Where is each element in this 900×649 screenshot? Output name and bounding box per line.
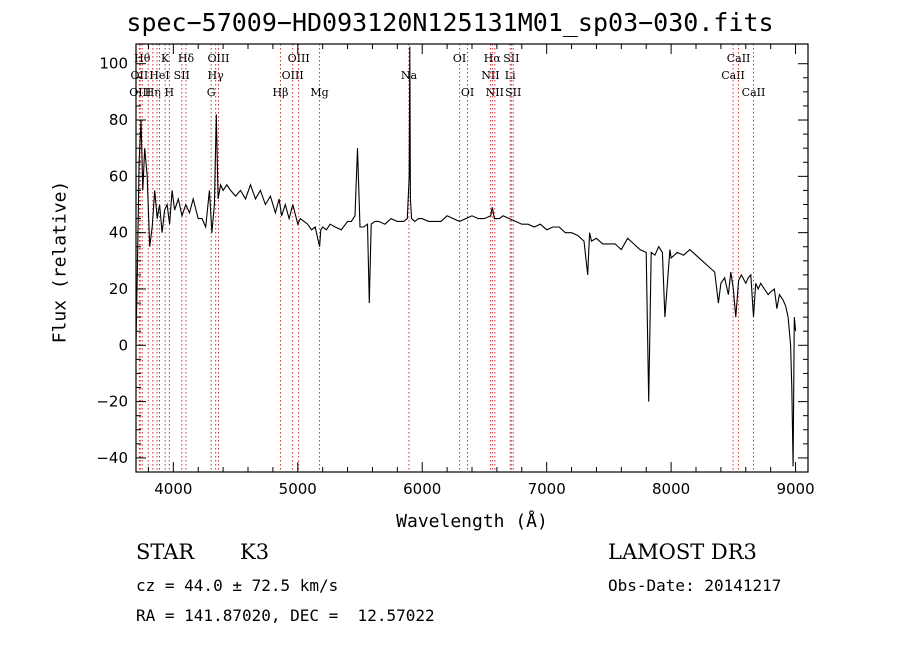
line-marker-layer: HθOIIOIIIHηHeIKHSIIHδGHγOIIIHβOIIIOIIIMg… [129,44,765,472]
line-marker-label: G [207,86,216,99]
line-marker-label: H [165,86,175,99]
line-marker-label: OI [453,52,466,65]
y-tick-label: 20 [109,280,128,298]
line-marker-label: Hγ [208,69,225,82]
line-marker-label: OI [461,86,474,99]
line-marker-label: Hα [484,52,502,65]
line-marker-label: SII [174,69,190,82]
x-tick-label: 8000 [652,480,690,498]
line-marker-label: Mg [310,86,328,99]
line-marker-label: Hδ [178,52,195,65]
line-marker-label: OIII [207,52,229,65]
line-marker-label: K [161,52,170,65]
y-tick-label: 40 [109,224,128,242]
y-tick-label: −20 [96,393,128,411]
coordinates-text: RA = 141.87020, DEC = 12.57022 [136,606,435,625]
y-tick-label: −40 [96,449,128,467]
x-tick-label: 4000 [154,480,192,498]
y-tick-label: 0 [118,336,128,354]
x-tick-label: 6000 [403,480,441,498]
line-marker-label: OIII [288,52,310,65]
line-marker-label: CaII [742,86,766,99]
x-tick-label: 7000 [528,480,566,498]
x-axis-ticks: 4000 5000 6000 7000 8000 9000 [147,44,815,498]
line-marker-label: Hη [145,86,161,99]
x-axis-label: Wavelength (Å) [396,511,548,532]
line-marker-label: NII [481,69,499,82]
line-marker-label: CaII [721,69,745,82]
line-marker-label: HeI [149,69,169,82]
observation-date-text: Obs-Date: 20141217 [608,576,782,595]
line-marker-label: Hθ [134,52,151,65]
redshift-text: cz = 44.0 ± 72.5 km/s [136,576,339,595]
survey-label: LAMOST DR3 [608,540,757,564]
line-marker-label: SII [503,52,519,65]
line-marker-label: Li [505,69,516,82]
line-marker-label: OIII [129,86,151,99]
y-tick-label: 60 [109,167,128,185]
line-marker-label: SII [505,86,521,99]
line-marker-label: OIII [282,69,304,82]
line-marker-label: OII [131,69,149,82]
y-tick-label: 80 [109,111,128,129]
y-axis-ticks: −40 −20 0 20 40 60 80 100 [96,55,808,467]
line-marker-label: CaII [727,52,751,65]
object-subclass-label: K3 [240,540,270,564]
x-tick-label: 9000 [776,480,814,498]
plot-frame [135,43,809,473]
line-marker-label: Hβ [273,86,289,99]
x-tick-label: 5000 [279,480,317,498]
y-axis-label: Flux (relative) [49,180,71,344]
object-class-label: STAR [136,540,195,564]
chart-title: spec−57009−HD093120N125131M01_sp03−030.f… [126,8,774,37]
y-tick-label: 100 [99,55,128,73]
line-marker-label: NII [486,86,504,99]
spectrum-series-line [135,46,797,467]
